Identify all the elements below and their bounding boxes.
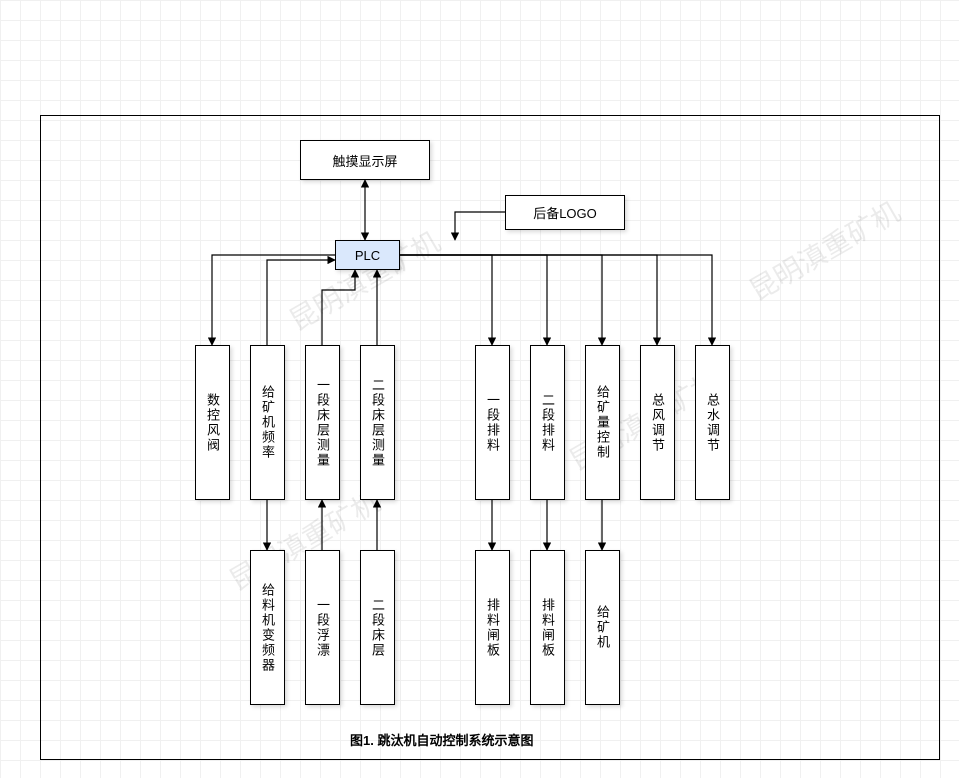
node-backup-logo: 后备LOGO bbox=[505, 195, 625, 230]
node-label: 后备LOGO bbox=[533, 203, 597, 222]
node-label: 给矿机频率 bbox=[258, 385, 277, 460]
node-r2: 二段排料 bbox=[530, 345, 565, 500]
node-b1: 给料机变频器 bbox=[250, 550, 285, 705]
node-r4: 总风调节 bbox=[640, 345, 675, 500]
node-label: 触摸显示屏 bbox=[332, 151, 397, 170]
figure-caption: 图1. 跳汰机自动控制系统示意图 bbox=[350, 730, 533, 749]
node-plc: PLC bbox=[335, 240, 400, 270]
node-label: 一段床层测量 bbox=[313, 378, 332, 468]
node-b3: 二段床层 bbox=[360, 550, 395, 705]
node-label: 二段床层测量 bbox=[368, 378, 387, 468]
node-l2: 给矿机频率 bbox=[250, 345, 285, 500]
node-label: 总水调节 bbox=[703, 393, 722, 453]
node-label: 二段排料 bbox=[538, 393, 557, 453]
node-label: 二段床层 bbox=[368, 598, 387, 658]
node-l3: 一段床层测量 bbox=[305, 345, 340, 500]
node-r5: 总水调节 bbox=[695, 345, 730, 500]
node-label: 数控风阀 bbox=[203, 393, 222, 453]
node-b2: 一段浮漂 bbox=[305, 550, 340, 705]
node-label: 给矿量控制 bbox=[593, 385, 612, 460]
node-b4: 排料闸板 bbox=[475, 550, 510, 705]
node-label: 排料闸板 bbox=[538, 598, 557, 658]
node-r1: 一段排料 bbox=[475, 345, 510, 500]
node-label: 给料机变频器 bbox=[258, 583, 277, 673]
node-l4: 二段床层测量 bbox=[360, 345, 395, 500]
node-label: 给矿机 bbox=[593, 605, 612, 650]
node-label: 一段浮漂 bbox=[313, 598, 332, 658]
node-b6: 给矿机 bbox=[585, 550, 620, 705]
node-l1: 数控风阀 bbox=[195, 345, 230, 500]
node-label: 总风调节 bbox=[648, 393, 667, 453]
node-label: 一段排料 bbox=[483, 393, 502, 453]
node-touch-screen: 触摸显示屏 bbox=[300, 140, 430, 180]
node-b5: 排料闸板 bbox=[530, 550, 565, 705]
node-r3: 给矿量控制 bbox=[585, 345, 620, 500]
node-label: PLC bbox=[355, 248, 380, 263]
node-label: 排料闸板 bbox=[483, 598, 502, 658]
